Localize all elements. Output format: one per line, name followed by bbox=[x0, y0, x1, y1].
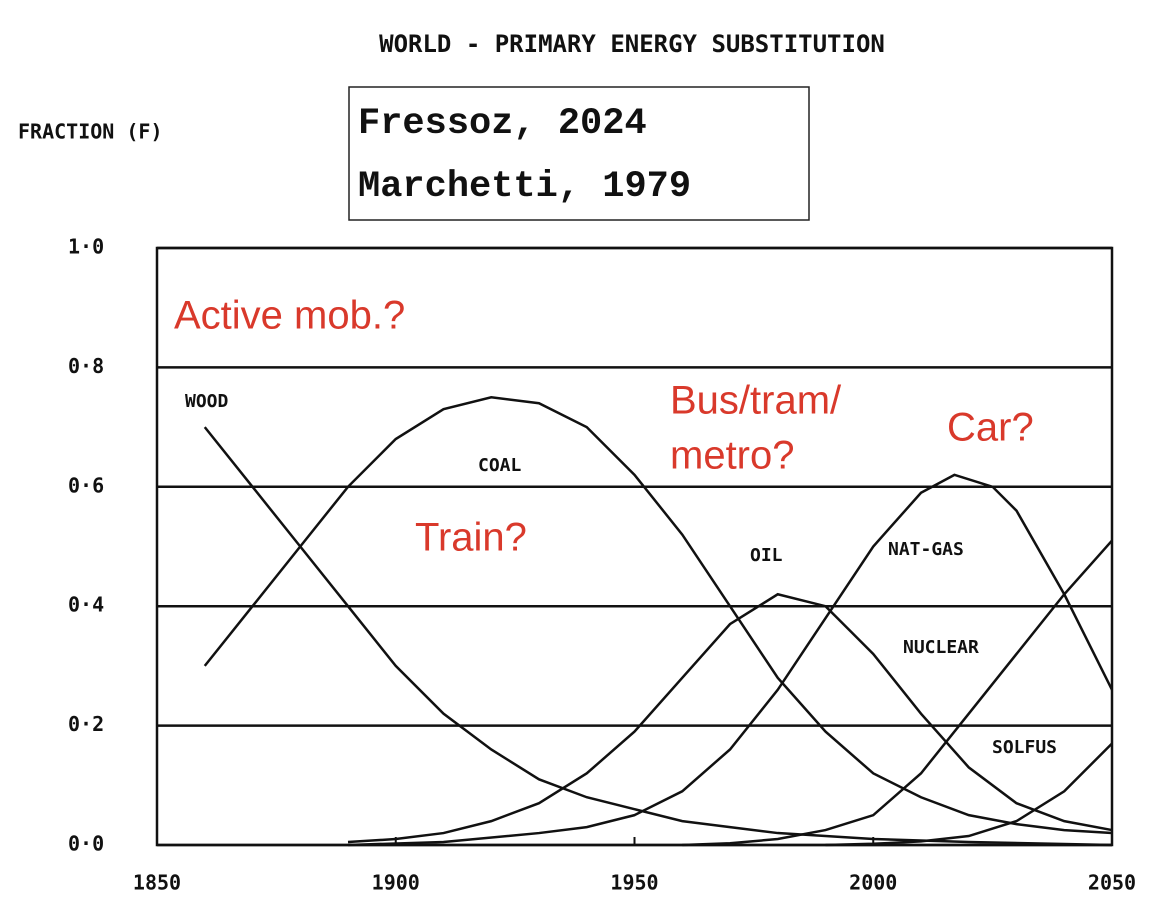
y-tick-label: 0·2 bbox=[68, 712, 104, 736]
annotation: Marchetti, 1979 bbox=[358, 166, 691, 208]
annotation: Active mob.? bbox=[174, 294, 405, 338]
series-line bbox=[825, 742, 1113, 847]
annotation: metro? bbox=[670, 434, 795, 478]
series-line bbox=[347, 473, 1114, 847]
annotation: Train? bbox=[415, 516, 527, 560]
series-label: COAL bbox=[478, 455, 522, 476]
annotation: Bus/tram/ bbox=[670, 379, 842, 423]
y-tick-label: 0·8 bbox=[68, 354, 104, 378]
y-tick-label: 0·0 bbox=[68, 832, 104, 856]
x-tick-label: 1900 bbox=[372, 871, 420, 895]
plot-frame bbox=[155, 246, 1114, 847]
annotation: Fressoz, 2024 bbox=[358, 103, 647, 145]
y-axis-label: FRACTION (F) bbox=[18, 120, 163, 144]
series-line bbox=[203, 395, 1113, 835]
x-tick-label: 2050 bbox=[1088, 871, 1136, 895]
series-label: OIL bbox=[750, 545, 783, 566]
series-line bbox=[682, 539, 1113, 847]
series-label: NAT-GAS bbox=[888, 539, 964, 560]
y-tick-label: 1·0 bbox=[68, 235, 104, 259]
x-tick-label: 1850 bbox=[133, 871, 181, 895]
series-line bbox=[203, 426, 1113, 847]
x-tick-label: 1950 bbox=[610, 871, 658, 895]
chart-title: WORLD - PRIMARY ENERGY SUBSTITUTION bbox=[379, 30, 885, 58]
series-line bbox=[347, 592, 1113, 844]
y-tick-label: 0·6 bbox=[68, 473, 104, 497]
series-label: NUCLEAR bbox=[903, 637, 979, 658]
series-label: SOLFUS bbox=[992, 737, 1057, 758]
annotation: Car? bbox=[947, 406, 1034, 450]
y-tick-label: 0·4 bbox=[68, 593, 104, 617]
x-tick-label: 2000 bbox=[849, 871, 897, 895]
series-label: WOOD bbox=[185, 391, 229, 412]
citation-box bbox=[348, 86, 810, 221]
